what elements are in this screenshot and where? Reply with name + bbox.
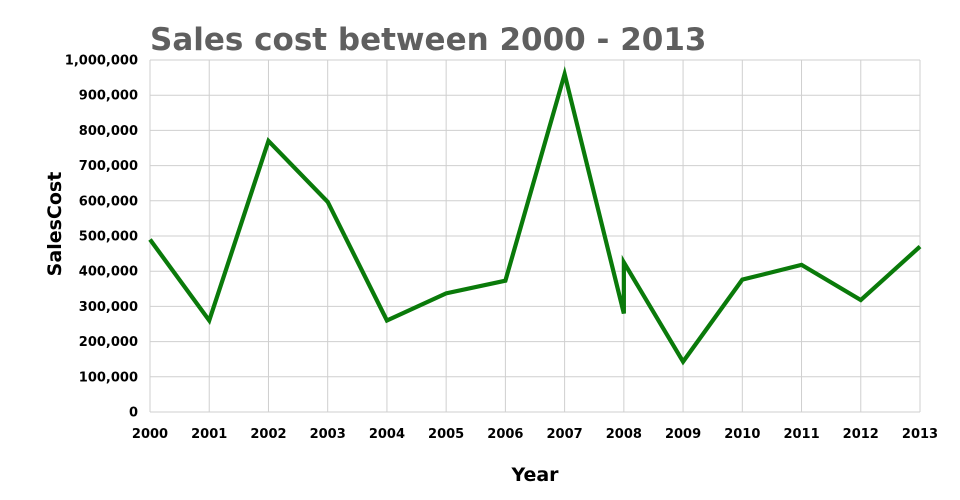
y-tick-label: 0 xyxy=(129,406,138,421)
y-tick-label: 800,000 xyxy=(79,124,138,139)
series-line xyxy=(148,65,922,366)
y-tick-label: 700,000 xyxy=(79,159,138,174)
axis-layer xyxy=(149,60,920,413)
y-tick-label: 1,000,000 xyxy=(65,54,138,69)
x-tick-label: 2005 xyxy=(428,427,464,442)
x-axis-title: Year xyxy=(510,464,559,486)
x-tick-label: 2004 xyxy=(369,427,405,442)
y-tick-label: 300,000 xyxy=(79,300,138,315)
y-tick-label: 100,000 xyxy=(79,370,138,385)
y-tick-label: 900,000 xyxy=(79,89,138,104)
x-tick-label: 2009 xyxy=(665,427,701,442)
x-tick-label: 2006 xyxy=(487,427,523,442)
x-tick-label: 2011 xyxy=(783,427,819,442)
y-tick-label: 200,000 xyxy=(79,335,138,350)
y-axis-title: SalesCost xyxy=(44,172,66,277)
x-tick-label: 2010 xyxy=(724,427,760,442)
chart-title: Sales cost between 2000 - 2013 xyxy=(150,22,706,58)
label-layer: 2000 2001 2002 2003 2004 2005 2006 2007 2008 2009… xyxy=(65,54,938,443)
y-tick-label: 600,000 xyxy=(79,194,138,209)
x-tick-label: 2000 xyxy=(132,427,168,442)
y-tick-label: 400,000 xyxy=(79,265,138,280)
x-tick-label: 2003 xyxy=(310,427,346,442)
x-tick-label: 2002 xyxy=(250,427,286,442)
x-tick-label: 2001 xyxy=(191,427,227,442)
grid-layer xyxy=(149,59,921,413)
x-tick-label: 2008 xyxy=(606,427,642,442)
x-tick-label: 2012 xyxy=(843,427,879,442)
series-layer xyxy=(148,65,922,366)
x-tick-label: 2007 xyxy=(547,427,583,442)
y-tick-label: 500,000 xyxy=(79,230,138,245)
x-tick-label: 2013 xyxy=(902,427,938,442)
